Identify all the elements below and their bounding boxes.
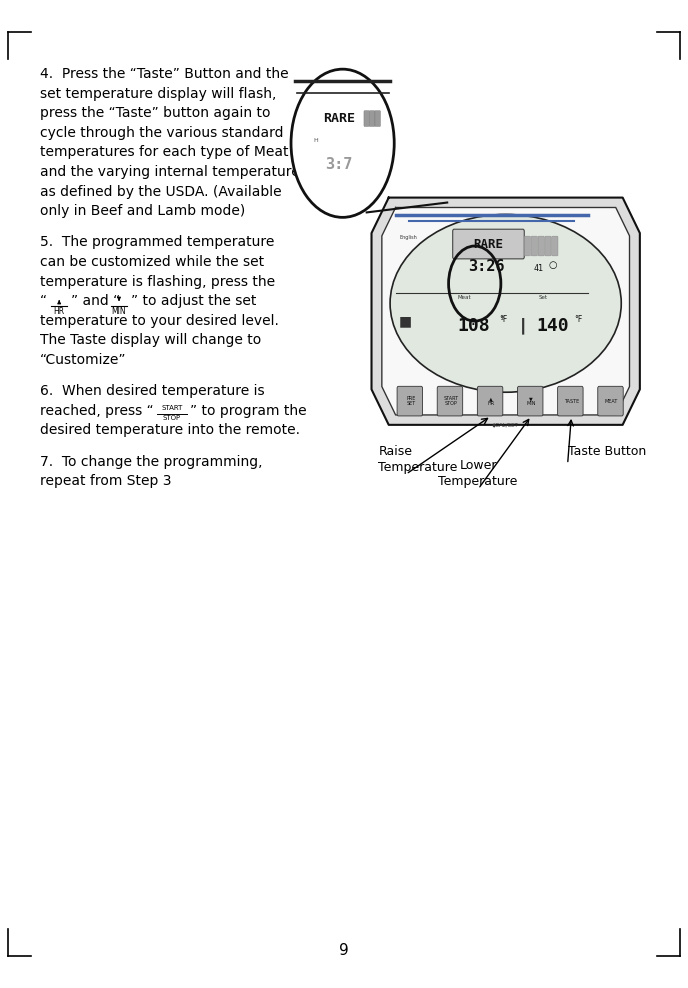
Text: ▼
MIN: ▼ MIN: [526, 396, 536, 406]
Text: ○: ○: [548, 260, 557, 270]
Text: TASTE: TASTE: [563, 398, 579, 404]
Text: only in Beef and Lamb mode): only in Beef and Lamb mode): [40, 205, 245, 218]
FancyBboxPatch shape: [524, 236, 530, 256]
FancyBboxPatch shape: [397, 386, 422, 416]
Text: ■: ■: [399, 314, 412, 328]
Text: and the varying internal temperature: and the varying internal temperature: [40, 165, 300, 179]
Ellipse shape: [390, 214, 621, 392]
Text: MEAT: MEAT: [605, 398, 619, 404]
Text: “: “: [40, 294, 47, 308]
FancyBboxPatch shape: [375, 111, 380, 126]
Text: 3:26: 3:26: [468, 259, 504, 275]
Text: ▲
HR: ▲ HR: [488, 396, 495, 406]
Text: 41: 41: [533, 264, 544, 274]
FancyBboxPatch shape: [453, 229, 524, 259]
Text: temperature to your desired level.: temperature to your desired level.: [40, 313, 279, 328]
Text: 6.  When desired temperature is: 6. When desired temperature is: [40, 384, 264, 398]
Text: RARE: RARE: [473, 237, 504, 251]
Text: PRE
SET: PRE SET: [406, 396, 416, 406]
Text: ” and “: ” and “: [71, 294, 120, 308]
Text: H: H: [314, 137, 319, 143]
FancyBboxPatch shape: [438, 386, 463, 416]
Text: Taste Button: Taste Button: [568, 445, 646, 457]
Text: MIN: MIN: [111, 307, 127, 316]
Text: Raise
Temperature: Raise Temperature: [378, 445, 458, 473]
Text: desired temperature into the remote.: desired temperature into the remote.: [40, 423, 300, 438]
Text: START
STOP: START STOP: [444, 396, 458, 406]
FancyBboxPatch shape: [477, 386, 503, 416]
Text: 3:7: 3:7: [325, 157, 353, 173]
Text: 4.  Press the “Taste” Button and the: 4. Press the “Taste” Button and the: [40, 67, 288, 81]
Text: 5.  The programmed temperature: 5. The programmed temperature: [40, 235, 275, 249]
Text: temperatures for each type of Meat: temperatures for each type of Meat: [40, 145, 288, 159]
Text: set temperature display will flash,: set temperature display will flash,: [40, 87, 277, 101]
FancyBboxPatch shape: [531, 236, 537, 256]
Text: °F: °F: [574, 314, 583, 324]
FancyBboxPatch shape: [364, 111, 369, 126]
Text: 140: 140: [537, 317, 569, 335]
FancyBboxPatch shape: [598, 386, 623, 416]
Text: repeat from Step 3: repeat from Step 3: [40, 474, 171, 488]
FancyBboxPatch shape: [538, 236, 544, 256]
FancyBboxPatch shape: [517, 386, 543, 416]
Text: press the “Taste” button again to: press the “Taste” button again to: [40, 107, 270, 121]
Circle shape: [291, 69, 394, 217]
Text: English: English: [399, 235, 417, 240]
Polygon shape: [372, 198, 640, 425]
Text: “Customize”: “Customize”: [40, 353, 127, 367]
Text: HR: HR: [54, 307, 65, 316]
FancyBboxPatch shape: [369, 111, 375, 126]
Text: Lower
Temperature: Lower Temperature: [438, 459, 518, 488]
Polygon shape: [382, 207, 630, 415]
FancyBboxPatch shape: [557, 386, 583, 416]
Text: ” to adjust the set: ” to adjust the set: [131, 294, 257, 308]
Text: 108: 108: [458, 317, 490, 335]
Text: 9: 9: [339, 943, 349, 958]
Text: temperature is flashing, press the: temperature is flashing, press the: [40, 275, 275, 288]
Text: ┃: ┃: [519, 318, 527, 334]
Text: ” to program the: ” to program the: [190, 404, 307, 418]
Text: can be customized while the set: can be customized while the set: [40, 255, 264, 269]
FancyBboxPatch shape: [552, 236, 558, 256]
Text: as defined by the USDA. (Available: as defined by the USDA. (Available: [40, 185, 281, 199]
Text: Set: Set: [539, 295, 548, 300]
Text: The Taste display will change to: The Taste display will change to: [40, 333, 261, 347]
Text: ◆CAL/SET: ◆CAL/SET: [493, 422, 519, 427]
Text: 7.  To change the programming,: 7. To change the programming,: [40, 454, 262, 468]
FancyBboxPatch shape: [545, 236, 551, 256]
Text: reached, press “: reached, press “: [40, 404, 153, 418]
Text: Meat: Meat: [458, 295, 471, 300]
Text: cycle through the various standard: cycle through the various standard: [40, 125, 283, 140]
Text: STOP: STOP: [163, 415, 181, 421]
Text: °F: °F: [499, 314, 507, 324]
Text: RARE: RARE: [323, 112, 355, 125]
Text: 2: 2: [501, 316, 504, 321]
Text: START: START: [161, 405, 183, 411]
